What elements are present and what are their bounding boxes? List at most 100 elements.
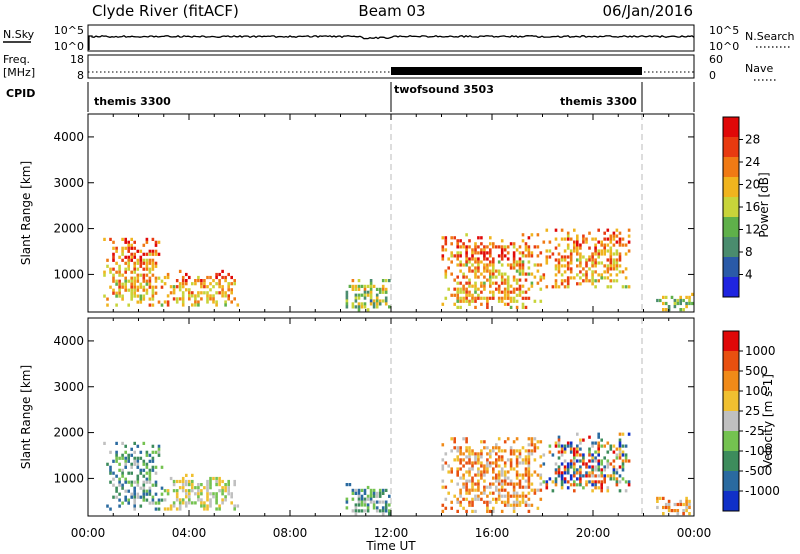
echo-cell: [591, 474, 594, 478]
colorbar-segment: [723, 217, 739, 238]
echo-cell: [154, 285, 158, 289]
echo-cell: [450, 467, 453, 471]
echo-cell: [456, 473, 459, 477]
echo-cell: [127, 243, 130, 247]
echo-cell: [521, 491, 525, 495]
echo-cell: [369, 302, 373, 306]
echo-cell: [524, 461, 528, 465]
echo-cell: [548, 444, 552, 448]
velocity-ylabel: Slant Range [km]: [19, 365, 33, 469]
echo-cell: [206, 498, 209, 502]
echo-cell: [585, 471, 588, 475]
echo-cell: [527, 272, 531, 276]
echo-cell: [566, 285, 570, 289]
echo-cell: [542, 273, 546, 277]
echo-cell: [489, 500, 492, 504]
echo-cell: [615, 483, 619, 487]
echo-cell: [483, 275, 486, 279]
echo-cell: [539, 275, 543, 279]
echo-cell: [557, 471, 561, 475]
echo-cell: [521, 476, 525, 480]
echo-cell: [515, 458, 519, 462]
echo-cell: [118, 279, 121, 283]
colorbar-tick-label: 1000: [745, 344, 776, 358]
echo-cell: [554, 246, 558, 250]
echo-cell: [378, 491, 382, 495]
echo-cell: [656, 496, 659, 500]
echo-cell: [483, 245, 486, 249]
echo-cell: [197, 291, 200, 295]
echo-cell: [233, 479, 236, 484]
echo-cell: [506, 278, 510, 282]
echo-cell: [363, 293, 367, 297]
echo-cell: [576, 237, 579, 241]
echo-cell: [142, 276, 146, 280]
echo-cell: [188, 294, 191, 298]
echo-cell: [121, 273, 124, 277]
echo-cell: [560, 447, 564, 451]
echo-cell: [585, 474, 588, 478]
echo-cell: [480, 248, 483, 252]
echo-cell: [115, 474, 118, 478]
echo-cell: [612, 279, 616, 283]
colorbar-tick-label: -100: [745, 444, 772, 458]
colorbar-segment: [723, 197, 739, 218]
colorbar-tick-label: 20: [745, 178, 760, 192]
echo-cell: [594, 249, 597, 253]
echo-cell: [142, 279, 146, 283]
echo-cell: [489, 254, 492, 258]
echo-cell: [603, 456, 606, 460]
echo-cell: [441, 467, 445, 471]
echo-cell: [474, 494, 477, 498]
echo-cell: [518, 461, 522, 465]
y-tick-label: 3000: [53, 176, 84, 190]
echo-cell: [503, 290, 507, 294]
echo-cell: [591, 468, 594, 472]
echo-cell: [474, 290, 477, 294]
echo-cell: [194, 294, 197, 298]
echo-cell: [148, 486, 152, 490]
echo-cell: [354, 284, 358, 288]
echo-cell: [369, 494, 373, 498]
echo-cell: [381, 506, 385, 510]
echo-cell: [489, 296, 492, 300]
echo-cell: [515, 491, 519, 495]
echo-cell: [363, 284, 367, 288]
echo-cell: [486, 506, 489, 510]
echo-cell: [175, 498, 179, 502]
echo-cell: [163, 507, 167, 511]
echo-cell: [375, 302, 379, 306]
echo-cell: [524, 485, 528, 489]
echo-cell: [615, 258, 619, 262]
echo-cell: [603, 465, 606, 469]
echo-cell: [221, 486, 224, 490]
echo-cell: [612, 234, 616, 238]
echo-cell: [506, 245, 510, 249]
echo-cell: [609, 258, 613, 262]
echo-cell: [209, 498, 212, 502]
echo-cell: [462, 287, 465, 291]
echo-cell: [115, 459, 118, 463]
echo-cell: [124, 480, 127, 484]
freq-bottom-tick: 8: [77, 69, 84, 82]
echo-cell: [109, 450, 112, 454]
echo-cell: [124, 495, 127, 499]
echo-cell: [545, 228, 549, 232]
echo-cell: [585, 237, 588, 241]
echo-cell: [450, 500, 453, 504]
echo-cell: [230, 291, 233, 295]
echo-cell: [130, 291, 133, 295]
echo-cell: [459, 467, 462, 471]
echo-cell: [133, 480, 136, 484]
echo-cell: [524, 278, 528, 282]
echo-cell: [506, 470, 510, 474]
echo-cell: [175, 300, 179, 304]
echo-cell: [474, 509, 477, 513]
echo-cell: [450, 479, 453, 483]
echo-cell: [486, 245, 489, 249]
y-tick-label: 1000: [53, 267, 84, 281]
echo-cell: [121, 453, 124, 457]
echo-cell: [369, 279, 373, 283]
echo-cell: [188, 495, 191, 499]
